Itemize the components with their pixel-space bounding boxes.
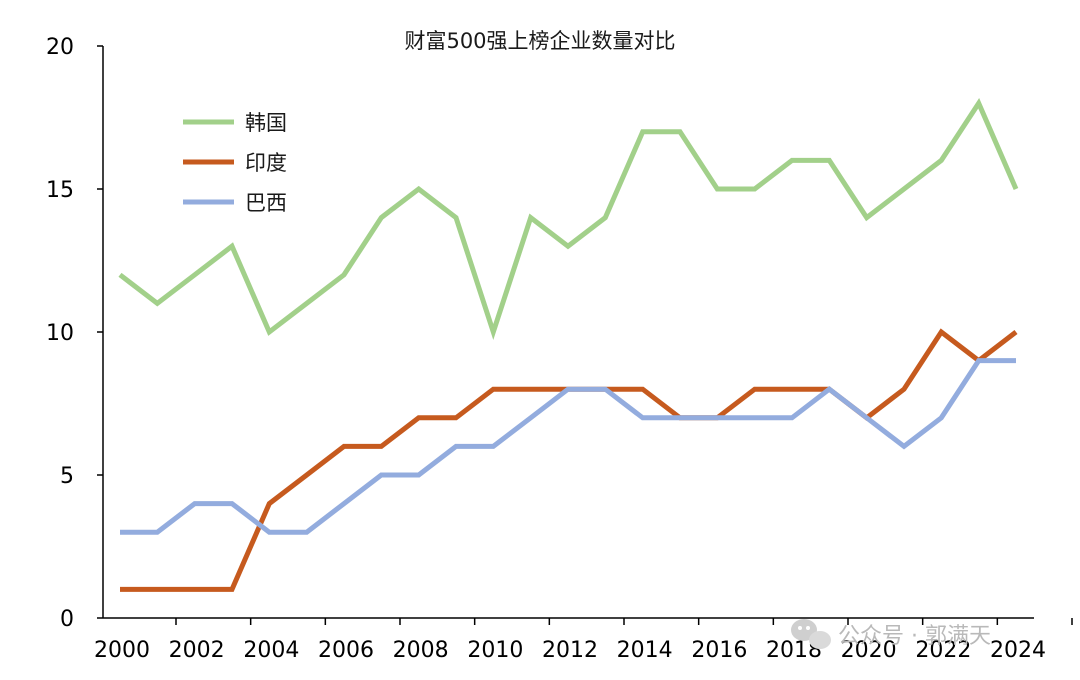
- y-tick-label: 10: [46, 321, 74, 346]
- y-tick-label: 5: [60, 464, 74, 489]
- x-tick-label: 2024: [990, 638, 1046, 663]
- x-tick-label: 2012: [542, 638, 598, 663]
- chart-title: 财富500强上榜企业数量对比: [404, 29, 675, 53]
- x-tick-label: 2016: [691, 638, 747, 663]
- watermark-text: 公众号 · 郭满天: [838, 624, 991, 649]
- series-line-2: [120, 358, 1016, 535]
- y-tick-label: 15: [46, 178, 74, 203]
- series-layer: [118, 97, 1019, 592]
- y-tick-label: 20: [46, 35, 74, 60]
- x-tick-label: 2006: [318, 638, 374, 663]
- legend-label: 韩国: [245, 111, 287, 135]
- series-line-0: [118, 97, 1019, 341]
- x-tick-label: 2008: [393, 638, 449, 663]
- axes: 0 5 10 15 20 2000 2002 2004 2006 2008 2010 2012 2014…: [46, 35, 1073, 663]
- legend-label: 巴西: [245, 191, 287, 215]
- series-line-1: [120, 328, 1018, 592]
- x-tick-label: 2010: [467, 638, 523, 663]
- legend-label: 印度: [245, 151, 287, 175]
- x-tick-label: 2014: [617, 638, 673, 663]
- x-tick-label: 2002: [169, 638, 225, 663]
- x-tick-label: 2004: [243, 638, 299, 663]
- y-tick-label: 0: [60, 607, 74, 632]
- x-tick-label: 2022: [915, 638, 971, 663]
- x-tick-label: 2020: [841, 638, 897, 663]
- watermark: 公众号 · 郭满天: [791, 619, 991, 649]
- x-tick-label: 2000: [94, 638, 150, 663]
- wechat-icon: [791, 619, 831, 649]
